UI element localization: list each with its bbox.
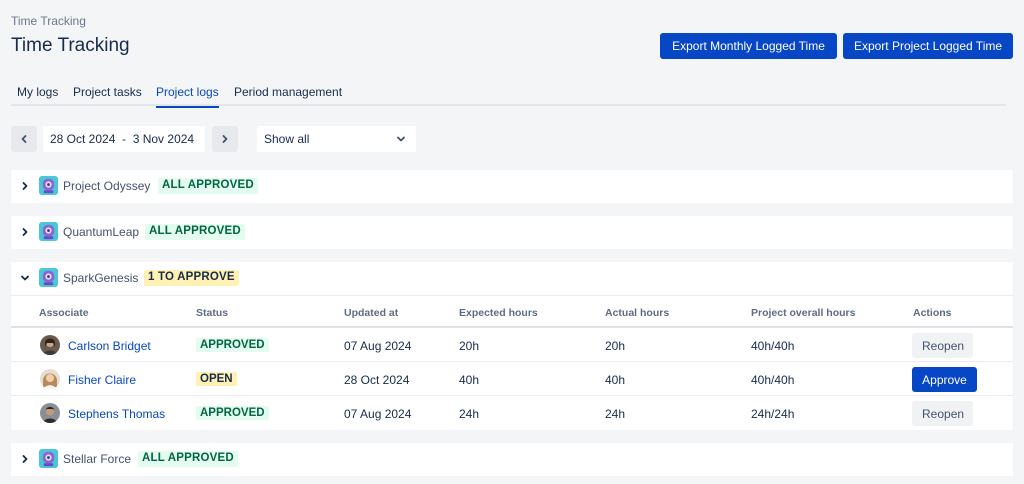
table-header: Associate Status Updated at Expected hou… [11,295,1013,328]
export-monthly-button[interactable]: Export Monthly Logged Time [660,33,837,59]
column-header: Project overall hours [751,307,856,319]
avatar [40,369,60,389]
project-name: SparkGenesis [63,271,139,285]
expected-hours: 20h [459,339,480,353]
project-group-header[interactable]: Project Odyssey ALL APPROVED [11,170,1013,203]
actual-hours: 40h [605,373,626,387]
project-group-header[interactable]: Stellar Force ALL APPROVED [11,443,1013,476]
expected-hours: 24h [459,407,480,421]
project-robot-icon [39,222,58,241]
project-group-header[interactable]: SparkGenesis 1 TO APPROVE [11,262,1013,295]
table-row: Carlson Bridget APPROVED 07 Aug 2024 20h… [11,328,1013,362]
project-status-badge: 1 TO APPROVE [144,270,239,286]
column-header: Actual hours [605,307,670,319]
tab-project-tasks[interactable]: Project tasks [73,85,142,99]
table-row: Fisher Claire OPEN 28 Oct 2024 40h 40h 4… [11,362,1013,396]
project-group-sparkgenesis: SparkGenesis 1 TO APPROVE Associate Stat… [11,262,1013,430]
export-project-button[interactable]: Export Project Logged Time [843,33,1013,59]
tab-project-logs[interactable]: Project logs [156,85,219,108]
overall-hours: 40h/40h [751,373,795,387]
actual-hours: 20h [605,339,626,353]
project-status-badge: ALL APPROVED [138,451,238,467]
project-group-header[interactable]: QuantumLeap ALL APPROVED [11,216,1013,249]
project-status-badge: ALL APPROVED [145,224,245,240]
tab-bar: My logs Project tasks Project logs Perio… [11,80,1006,108]
project-robot-icon [39,176,58,195]
project-name: QuantumLeap [63,225,140,239]
associate-link[interactable]: Carlson Bridget [68,339,151,353]
associate-link[interactable]: Fisher Claire [68,373,137,387]
associate-link[interactable]: Stephens Thomas [68,407,166,421]
updated-at: 07 Aug 2024 [344,339,412,353]
project-robot-icon [39,449,58,468]
project-status-badge: ALL APPROVED [158,178,258,194]
chevron-right-icon[interactable] [20,227,30,237]
next-period-button[interactable] [212,126,238,152]
show-filter-value: Show all [264,132,310,146]
previous-period-button[interactable] [11,126,37,152]
chevron-right-icon[interactable] [20,181,30,191]
chevron-down-icon[interactable] [20,273,30,283]
column-header: Updated at [344,307,399,319]
status-badge: APPROVED [196,406,269,420]
chevron-right-icon [222,135,228,143]
approve-button[interactable]: Approve [912,367,977,392]
chevron-right-icon[interactable] [20,454,30,464]
actual-hours: 24h [605,407,626,421]
overall-hours: 24h/24h [751,407,795,421]
column-header: Expected hours [459,307,538,319]
chevron-down-icon [397,136,405,142]
project-group-quantumleap: QuantumLeap ALL APPROVED [11,216,1013,249]
project-name: Stellar Force [63,452,132,466]
avatar [40,335,60,355]
project-robot-icon [39,268,58,287]
column-header: Actions [913,307,952,319]
show-filter-select[interactable]: Show all [257,126,416,152]
table-row: Stephens Thomas APPROVED 07 Aug 2024 24h… [11,396,1013,430]
project-group-stellar-force: Stellar Force ALL APPROVED [11,443,1013,476]
status-badge: OPEN [196,372,237,386]
project-name: Project Odyssey [63,179,151,193]
chevron-left-icon [21,135,27,143]
reopen-button[interactable]: Reopen [912,333,973,358]
tab-my-logs[interactable]: My logs [17,85,59,99]
reopen-button[interactable]: Reopen [912,401,973,426]
status-badge: APPROVED [196,338,269,352]
avatar [40,403,60,423]
updated-at: 28 Oct 2024 [344,373,410,387]
updated-at: 07 Aug 2024 [344,407,412,421]
project-group-odyssey: Project Odyssey ALL APPROVED [11,170,1013,203]
page-title: Time Tracking [11,35,130,56]
expected-hours: 40h [459,373,480,387]
tab-period-management[interactable]: Period management [234,85,343,99]
date-range-display[interactable]: 28 Oct 2024 - 3 Nov 2024 [43,126,205,152]
breadcrumb: Time Tracking [11,14,86,28]
column-header: Status [196,307,229,319]
overall-hours: 40h/40h [751,339,795,353]
column-header: Associate [39,307,89,319]
